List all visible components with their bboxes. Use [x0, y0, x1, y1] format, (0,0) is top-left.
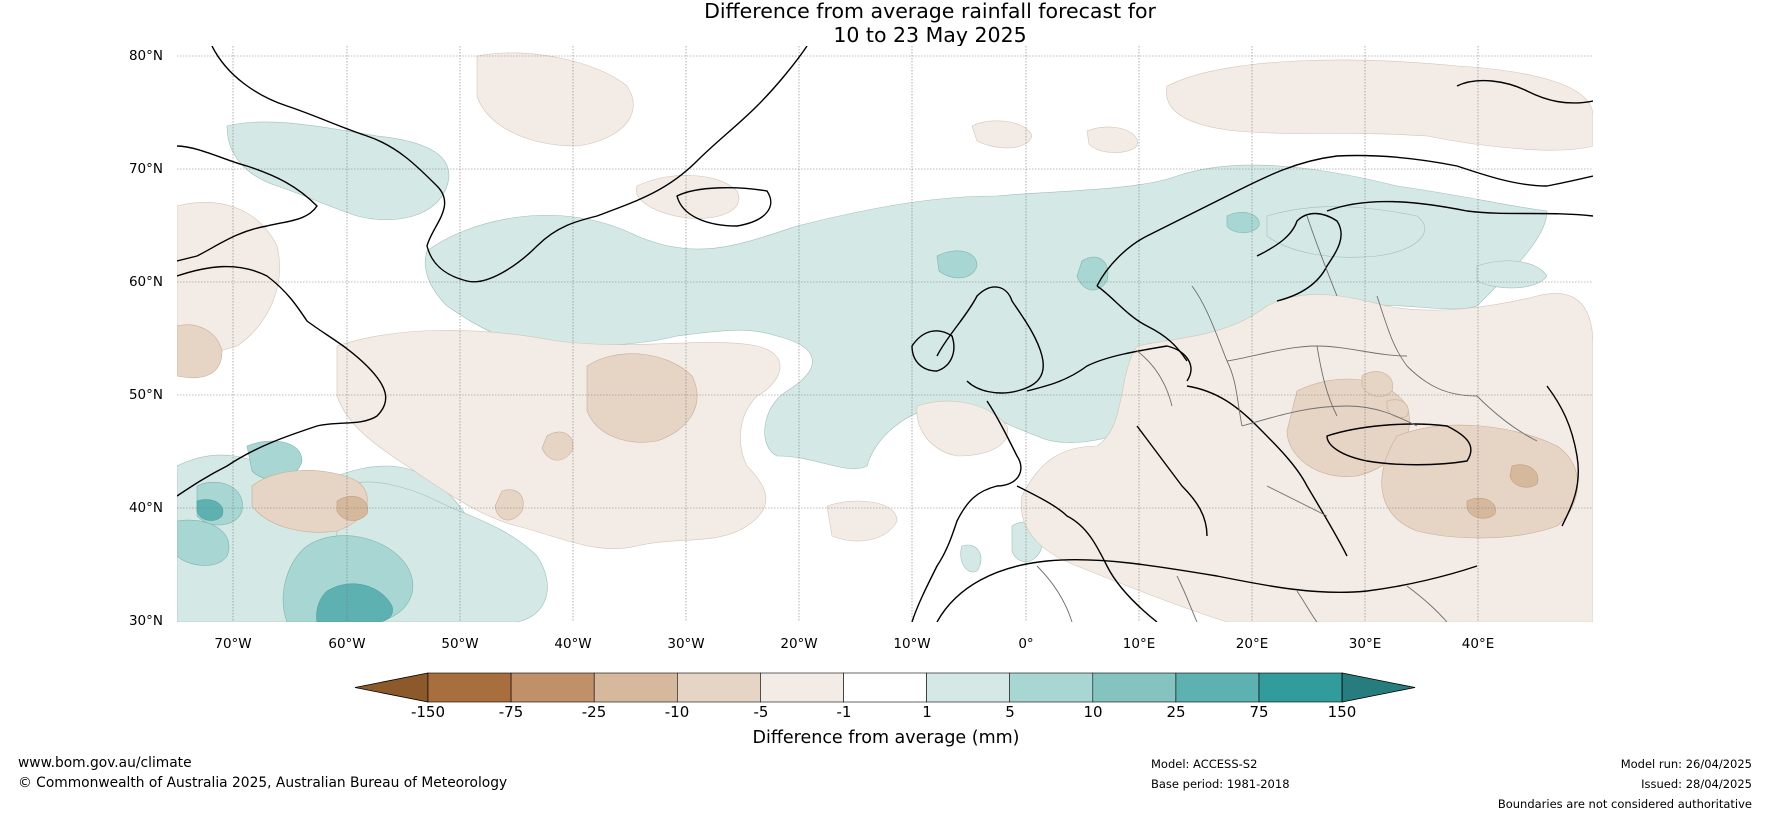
coastlines [177, 46, 1593, 622]
lon-label-60w: 60°W [328, 636, 366, 652]
cbar-tick-75: 75 [1249, 703, 1269, 721]
lon-label-50w: 50°W [441, 636, 479, 652]
rainfall-map [177, 46, 1593, 622]
lat-label-70n: 70°N [128, 161, 163, 177]
colorbar-segment [1258, 672, 1343, 703]
colorbar-segment [1009, 672, 1094, 703]
colorbar-segment [1175, 672, 1260, 703]
lat-label-80n: 80°N [128, 48, 163, 64]
colorbar-segment [676, 672, 761, 703]
lat-label-40n: 40°N [128, 500, 163, 516]
colorbar-extend-low [354, 672, 429, 703]
cbar-tick-neg25: -25 [581, 703, 607, 721]
colorbar-extend-high [1341, 672, 1416, 703]
anomaly-fill-dry-3 [336, 464, 1539, 521]
lon-label-10e: 10°E [1122, 636, 1156, 652]
lon-label-20w: 20°W [780, 636, 818, 652]
base-period-text: Base period: 1981-2018 [1151, 777, 1290, 791]
issued-text: Issued: 28/04/2025 [1641, 777, 1752, 791]
gridlines [177, 46, 1593, 622]
title-line-2: 10 to 23 May 2025 [833, 23, 1027, 47]
lat-label-30n: 30°N [128, 613, 163, 629]
lon-label-30e: 30°E [1348, 636, 1382, 652]
lon-label-70w: 70°W [214, 636, 252, 652]
model-run-text: Model run: 26/04/2025 [1620, 757, 1752, 771]
cbar-tick-1: 1 [922, 703, 932, 721]
colorbar-segment [510, 672, 595, 703]
cbar-tick-neg1: -1 [836, 703, 852, 721]
copyright-text: © Commonwealth of Australia 2025, Austra… [18, 775, 508, 791]
anomaly-fill-dry-2 [177, 324, 1578, 539]
lat-label-60n: 60°N [128, 274, 163, 290]
lon-label-0: 0° [1018, 636, 1034, 652]
cbar-tick-5: 5 [1005, 703, 1015, 721]
website-text: www.bom.gov.au/climate [18, 755, 192, 771]
cbar-tick-neg150: -150 [410, 703, 446, 721]
colorbar-segment [926, 672, 1010, 703]
colorbar-label: Difference from average (mm) [752, 728, 1020, 748]
title-line-1: Difference from average rainfall forecas… [704, 0, 1156, 23]
country-boundaries [1036, 215, 1538, 622]
cbar-tick-neg10: -10 [664, 703, 690, 721]
disclaimer-text: Boundaries are not considered authoritat… [1497, 797, 1752, 811]
colorbar-segment [1092, 672, 1177, 703]
map-title: Difference from average rainfall forecas… [0, 0, 1770, 47]
lon-label-40w: 40°W [554, 636, 592, 652]
cbar-tick-neg5: -5 [753, 703, 769, 721]
lon-label-20e: 20°E [1235, 636, 1269, 652]
lon-label-30w: 30°W [667, 636, 705, 652]
cbar-tick-150: 150 [1327, 703, 1357, 721]
cbar-tick-25: 25 [1166, 703, 1186, 721]
lat-label-50n: 50°N [128, 387, 163, 403]
cbar-tick-neg75: -75 [498, 703, 524, 721]
anomaly-fill-wet-3 [196, 499, 393, 622]
cbar-tick-10: 10 [1083, 703, 1103, 721]
model-text: Model: ACCESS-S2 [1151, 757, 1258, 771]
colorbar-segment [593, 672, 678, 703]
colorbar-segment [760, 672, 844, 703]
colorbar-segment [427, 672, 512, 703]
lon-label-10w: 10°W [893, 636, 931, 652]
lon-label-40e: 40°E [1461, 636, 1495, 652]
colorbar-segment [843, 672, 927, 703]
